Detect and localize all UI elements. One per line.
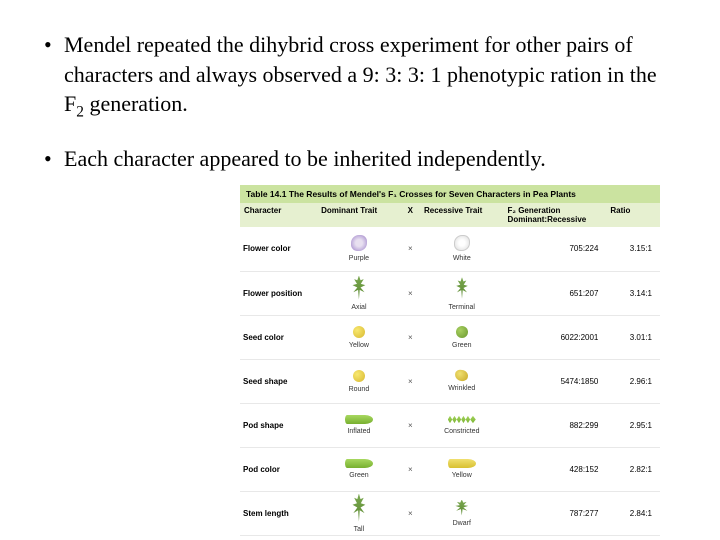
- cell-ratio: 2.84:1: [606, 491, 660, 535]
- cell-character: Flower color: [240, 227, 317, 271]
- cell-f2: 6022:2001: [504, 315, 607, 359]
- plant-axial-icon: [351, 276, 367, 300]
- recessive-label: Yellow: [423, 472, 501, 479]
- cell-ratio: 2.82:1: [606, 447, 660, 491]
- th-recessive: Recessive Trait: [420, 203, 504, 227]
- dominant-label: Green: [320, 472, 398, 479]
- cell-ratio: 3.01:1: [606, 315, 660, 359]
- pod-green-icon: [345, 459, 373, 468]
- flower-purple-icon: [351, 235, 367, 251]
- cell-character: Flower position: [240, 271, 317, 315]
- cell-f2: 787:277: [504, 491, 607, 535]
- cell-f2: 882:299: [504, 403, 607, 447]
- cell-dominant: Tall: [317, 491, 401, 535]
- cell-dominant: Axial: [317, 271, 401, 315]
- cell-dominant: Inflated: [317, 403, 401, 447]
- dominant-label: Purple: [320, 255, 398, 262]
- recessive-label: White: [423, 255, 501, 262]
- recessive-label: Terminal: [423, 304, 501, 311]
- th-dominant: Dominant Trait: [317, 203, 401, 227]
- cell-character: Stem length: [240, 491, 317, 535]
- cell-x: ×: [401, 227, 420, 271]
- cell-recessive: Constricted: [420, 403, 504, 447]
- table-row: Pod colorGreen×Yellow428:1522.82:1: [240, 447, 660, 491]
- th-ratio: Ratio: [606, 203, 660, 227]
- cell-x: ×: [401, 359, 420, 403]
- cell-recessive: Green: [420, 315, 504, 359]
- bullet-list: Mendel repeated the dihybrid cross exper…: [40, 30, 680, 173]
- table-row: Flower colorPurple×White705:2243.15:1: [240, 227, 660, 271]
- plant-tall-icon: [351, 494, 367, 522]
- cell-x: ×: [401, 491, 420, 535]
- cell-x: ×: [401, 271, 420, 315]
- table-body: Character Dominant Trait X Recessive Tra…: [240, 203, 660, 536]
- cell-recessive: Yellow: [420, 447, 504, 491]
- mendel-table: Table 14.1 The Results of Mendel's F₁ Cr…: [240, 185, 660, 536]
- seed-green-icon: [456, 326, 468, 338]
- dominant-label: Axial: [320, 304, 398, 311]
- cell-f2: 5474:1850: [504, 359, 607, 403]
- pod-green-icon: [345, 415, 373, 424]
- dominant-label: Round: [320, 386, 398, 393]
- cell-recessive: Terminal: [420, 271, 504, 315]
- table-row: Stem lengthTall×Dwarf787:2772.84:1: [240, 491, 660, 535]
- cell-ratio: 2.95:1: [606, 403, 660, 447]
- table-row: Pod shapeInflated×Constricted882:2992.95…: [240, 403, 660, 447]
- recessive-label: Constricted: [423, 428, 501, 435]
- pod-constricted-icon: [448, 415, 476, 424]
- bullet-2: Each character appeared to be inherited …: [40, 144, 680, 174]
- cell-dominant: Yellow: [317, 315, 401, 359]
- plant-dwarf-icon: [454, 500, 470, 516]
- cell-x: ×: [401, 447, 420, 491]
- cell-character: Pod color: [240, 447, 317, 491]
- seed-yellow-icon: [353, 370, 365, 382]
- recessive-label: Green: [423, 342, 501, 349]
- table-title: Table 14.1 The Results of Mendel's F₁ Cr…: [240, 185, 660, 203]
- table-row: Flower positionAxial×Terminal651:2073.14…: [240, 271, 660, 315]
- dominant-label: Yellow: [320, 342, 398, 349]
- cell-dominant: Purple: [317, 227, 401, 271]
- cell-f2: 428:152: [504, 447, 607, 491]
- cell-f2: 651:207: [504, 271, 607, 315]
- cell-ratio: 2.96:1: [606, 359, 660, 403]
- th-f2: F₂ Generation Dominant:Recessive: [504, 203, 607, 227]
- table-tbody: Flower colorPurple×White705:2243.15:1Flo…: [240, 227, 660, 535]
- cell-dominant: Green: [317, 447, 401, 491]
- cell-ratio: 3.14:1: [606, 271, 660, 315]
- seed-wrinkled-icon: [455, 369, 469, 382]
- dominant-label: Inflated: [320, 428, 398, 435]
- plant-terminal-icon: [455, 277, 469, 299]
- cell-recessive: Wrinkled: [420, 359, 504, 403]
- cell-character: Pod shape: [240, 403, 317, 447]
- seed-yellow-icon: [353, 326, 365, 338]
- bullet-1: Mendel repeated the dihybrid cross exper…: [40, 30, 680, 124]
- cell-x: ×: [401, 315, 420, 359]
- cell-x: ×: [401, 403, 420, 447]
- cell-dominant: Round: [317, 359, 401, 403]
- recessive-label: Dwarf: [423, 520, 501, 527]
- cell-f2: 705:224: [504, 227, 607, 271]
- th-x: X: [401, 203, 420, 227]
- dominant-label: Tall: [320, 526, 398, 533]
- pod-yellow-icon: [448, 459, 476, 468]
- table-row: Seed colorYellow×Green6022:20013.01:1: [240, 315, 660, 359]
- cell-recessive: Dwarf: [420, 491, 504, 535]
- bullet-1-text-post: generation.: [84, 91, 188, 116]
- cell-character: Seed shape: [240, 359, 317, 403]
- cell-ratio: 3.15:1: [606, 227, 660, 271]
- recessive-label: Wrinkled: [423, 385, 501, 392]
- cell-character: Seed color: [240, 315, 317, 359]
- table-row: Seed shapeRound×Wrinkled5474:18502.96:1: [240, 359, 660, 403]
- bullet-1-sub: 2: [76, 104, 84, 121]
- th-character: Character: [240, 203, 317, 227]
- cell-recessive: White: [420, 227, 504, 271]
- flower-white-icon: [454, 235, 470, 251]
- table-header-row: Character Dominant Trait X Recessive Tra…: [240, 203, 660, 227]
